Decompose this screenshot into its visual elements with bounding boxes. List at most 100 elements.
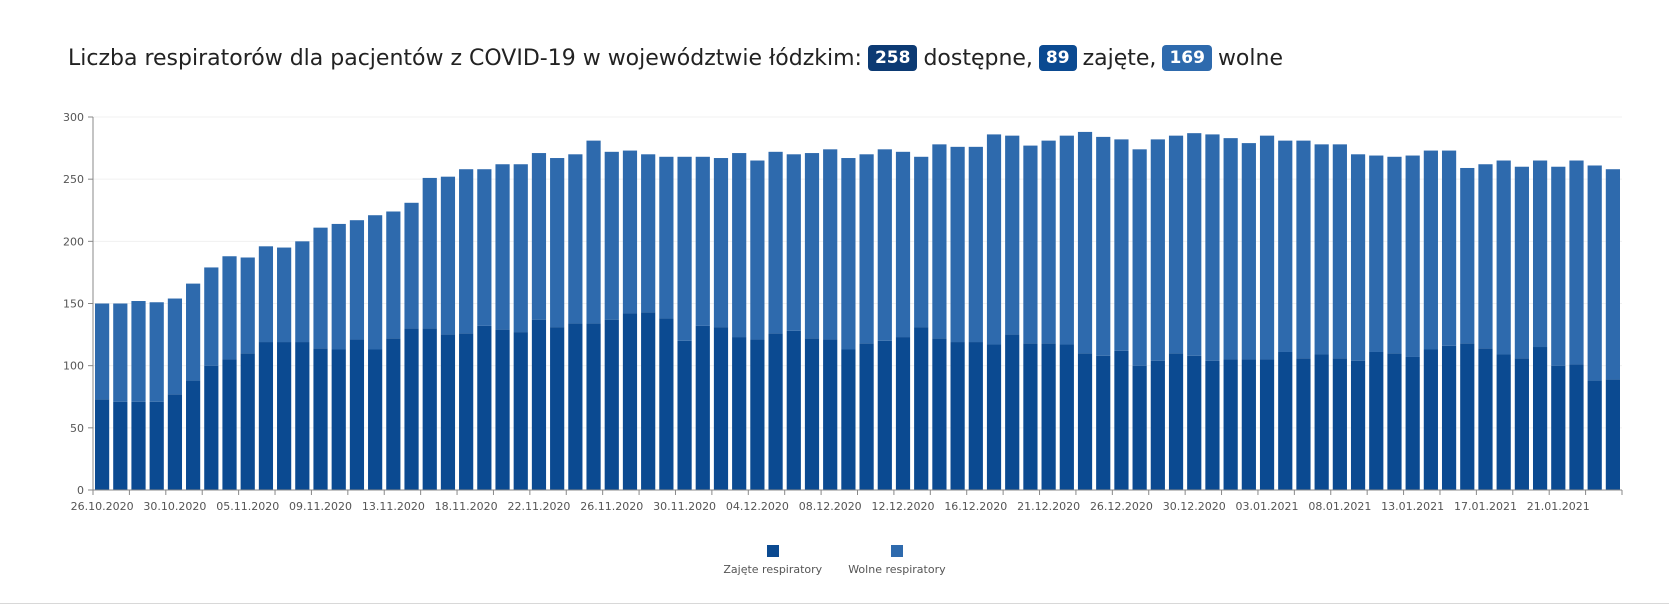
bar-free — [131, 301, 146, 402]
bar-free — [1241, 143, 1256, 360]
bar-occupied — [1168, 353, 1184, 490]
x-tick-label: 08.12.2020 — [799, 500, 862, 513]
bar-occupied — [968, 342, 983, 490]
bar-occupied — [368, 349, 383, 490]
bar-occupied — [859, 343, 874, 490]
bar-occupied — [1241, 359, 1256, 490]
bar-occupied — [1041, 343, 1056, 490]
bar-occupied — [113, 401, 128, 490]
bar-free — [277, 247, 292, 343]
y-tick-label: 300 — [63, 111, 84, 124]
bar-occupied — [1605, 379, 1620, 490]
bar-occupied — [459, 333, 474, 490]
bar-free — [422, 177, 437, 329]
bar-free — [222, 256, 237, 360]
bar-occupied — [659, 318, 674, 490]
bar-free — [950, 146, 965, 343]
bar-free — [167, 298, 183, 395]
bar-occupied — [641, 312, 656, 490]
bar-free — [1041, 140, 1056, 344]
bar-free — [713, 158, 729, 328]
bar-occupied — [222, 359, 237, 490]
bar-free — [95, 303, 110, 400]
x-tick-label: 05.11.2020 — [216, 500, 279, 513]
y-tick-label: 250 — [63, 173, 84, 186]
bar-occupied — [750, 339, 765, 490]
free-badge: 169 — [1162, 45, 1212, 71]
bar-free — [895, 151, 911, 338]
bar-free — [258, 246, 274, 343]
bar-occupied — [1096, 355, 1111, 490]
bar-free — [1259, 135, 1275, 360]
bar-free — [1441, 150, 1457, 346]
x-tick-label: 21.01.2021 — [1527, 500, 1590, 513]
bar-free — [1205, 134, 1220, 361]
bar-free — [1077, 131, 1093, 354]
bar-free — [149, 302, 164, 402]
bar-free — [1059, 135, 1074, 345]
bar-free — [968, 146, 983, 343]
x-tick-label: 08.01.2021 — [1308, 500, 1371, 513]
bar-occupied — [1369, 351, 1384, 490]
bar-free — [1168, 135, 1184, 354]
x-tick-label: 13.01.2021 — [1381, 500, 1444, 513]
bar-occupied — [386, 338, 401, 490]
bar-occupied — [1532, 347, 1548, 490]
bar-free — [386, 211, 401, 339]
bar-occupied — [804, 338, 820, 490]
bar-free — [586, 140, 601, 324]
bar-occupied — [331, 349, 346, 490]
bar-free — [1114, 139, 1129, 351]
bar-free — [204, 267, 219, 366]
bar-occupied — [1114, 350, 1129, 490]
bar-occupied — [586, 323, 601, 490]
x-tick-label: 26.10.2020 — [71, 500, 134, 513]
y-tick-label: 150 — [63, 298, 84, 311]
bar-occupied — [1496, 354, 1511, 490]
y-tick-label: 50 — [70, 422, 84, 435]
bar-occupied — [1569, 364, 1584, 490]
bar-occupied — [295, 342, 310, 490]
legend-swatch-free — [890, 545, 903, 557]
title-text: Liczba respiratorów dla pacjentów z COVI… — [68, 45, 862, 71]
bar-occupied — [1332, 358, 1347, 490]
bar-free — [1387, 156, 1402, 354]
bar-free — [659, 156, 674, 319]
x-tick-label: 09.11.2020 — [289, 500, 352, 513]
bar-free — [1023, 145, 1038, 344]
bar-free — [823, 149, 838, 340]
bar-occupied — [568, 323, 583, 490]
free-label: wolne — [1217, 45, 1283, 71]
bar-chart: 0 50 100 150 200 250 300 26.10.2020 30.10.2020 05… — [63, 111, 1623, 513]
bar-free — [1132, 149, 1147, 366]
bar-free — [732, 153, 747, 338]
bar-free — [604, 151, 619, 320]
bar-free — [349, 220, 365, 340]
bar-free — [914, 156, 929, 328]
bar-occupied — [732, 337, 747, 490]
x-tick-label: 21.12.2020 — [1017, 500, 1080, 513]
bar-occupied — [823, 339, 838, 490]
bar-occupied — [841, 349, 856, 490]
legend: Zajęte respiratory Wolne respiratory — [0, 545, 1669, 576]
legend-item-occupied[interactable]: Zajęte respiratory — [723, 545, 822, 576]
bar-free — [513, 164, 528, 333]
bar-occupied — [713, 327, 729, 490]
bar-occupied — [1387, 353, 1402, 490]
bar-occupied — [422, 328, 437, 490]
bar-occupied — [604, 319, 619, 490]
bar-free — [1605, 169, 1620, 380]
x-tick-label: 16.12.2020 — [944, 500, 1007, 513]
bar-free — [1478, 164, 1493, 349]
chart-title: Liczba respiratorów dla pacjentów z COVI… — [68, 45, 1283, 71]
bar-free — [1496, 160, 1511, 355]
bar-free — [1514, 166, 1529, 359]
bar-occupied — [932, 338, 947, 490]
bar-free — [804, 153, 820, 339]
bar-occupied — [1150, 360, 1165, 490]
bar-occupied — [1587, 380, 1602, 490]
y-tick-label: 100 — [63, 360, 84, 373]
legend-item-free[interactable]: Wolne respiratory — [848, 545, 946, 576]
x-tick-label: 22.11.2020 — [507, 500, 570, 513]
bar-occupied — [1005, 334, 1020, 490]
